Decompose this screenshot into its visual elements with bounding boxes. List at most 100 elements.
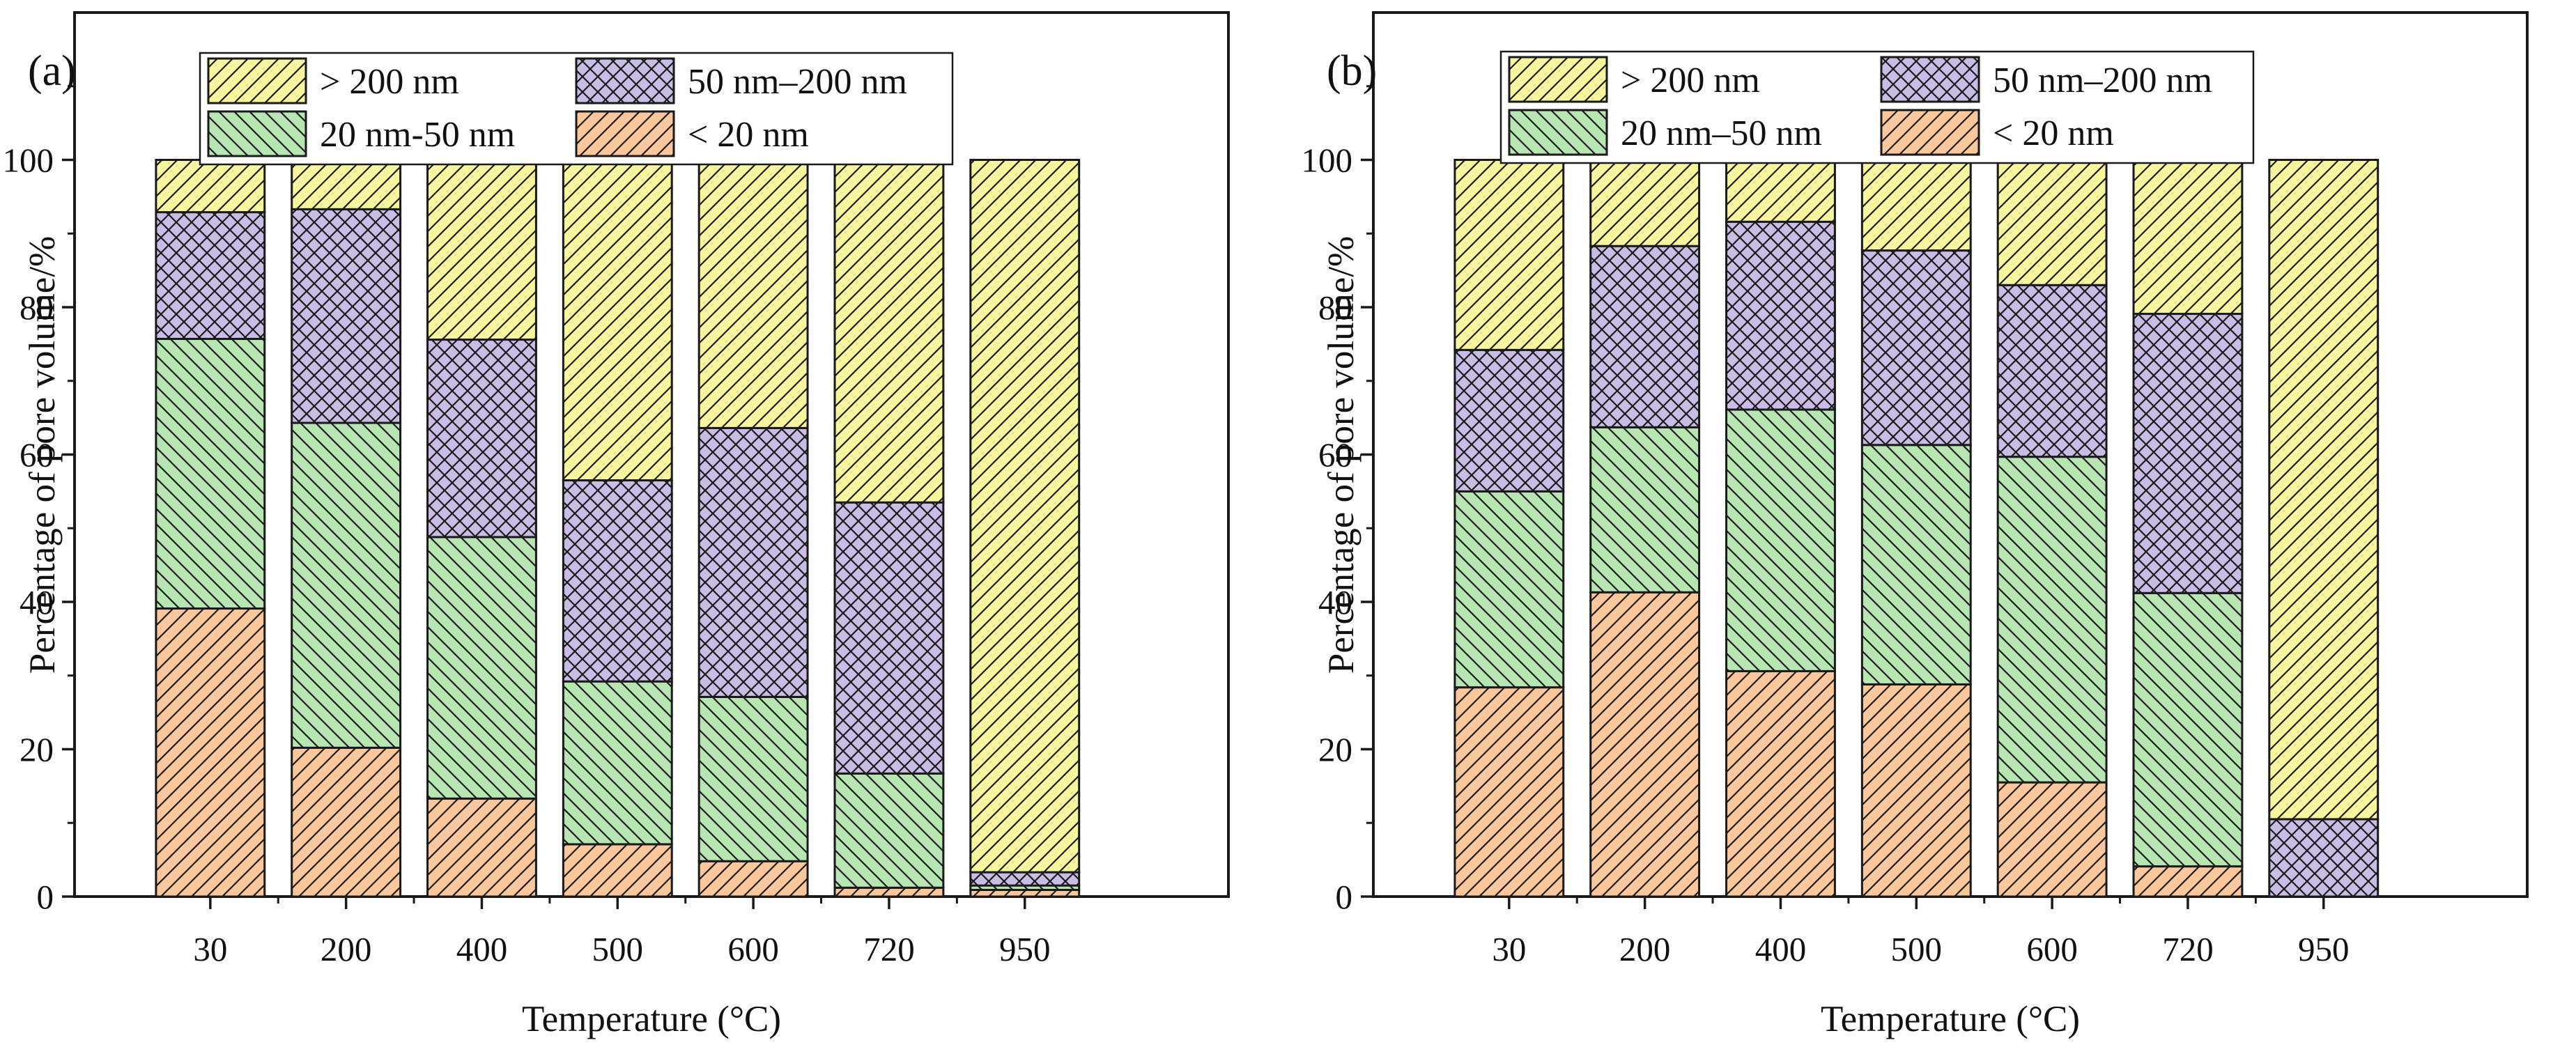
bar-segment xyxy=(697,695,809,862)
bar-segment xyxy=(426,339,537,538)
legend-swatch xyxy=(1880,109,1980,156)
bar-segment xyxy=(1860,683,1972,898)
bar-segment xyxy=(426,797,537,898)
bar-segment xyxy=(2132,313,2244,594)
bar-segment xyxy=(291,746,402,898)
bar-segment xyxy=(833,886,945,898)
legend-label: > 200 nm xyxy=(320,62,459,102)
y-tick-label: 80 xyxy=(20,288,54,327)
bar-segment xyxy=(697,159,809,429)
legend-label: 50 nm–200 nm xyxy=(1993,61,2212,100)
bar-segment xyxy=(1725,220,1836,411)
x-tick-label: 950 xyxy=(999,930,1051,968)
legend-label: > 200 nm xyxy=(1621,61,1760,100)
x-axis-label: Temperature (°C) xyxy=(1821,999,2080,1039)
y-tick-label: 80 xyxy=(1318,288,1352,327)
y-tick-label: 40 xyxy=(1318,583,1352,621)
bar-segment xyxy=(1996,781,2108,898)
bar-segment xyxy=(1725,669,1836,898)
x-tick-label: 600 xyxy=(727,930,779,968)
bar-segment xyxy=(562,159,673,482)
bar-segment xyxy=(833,772,945,889)
y-tick-label: 20 xyxy=(1318,731,1352,769)
bar-segment xyxy=(697,426,809,698)
bar-segment xyxy=(1860,249,1972,447)
y-axis-label: Percentage of pore volume/% xyxy=(1321,236,1362,674)
bar-segment xyxy=(1996,159,2108,286)
x-tick-label: 500 xyxy=(1891,930,1943,968)
y-tick-label: 100 xyxy=(1302,141,1353,180)
bar-segment xyxy=(1996,284,2108,458)
legend-label: 50 nm–200 nm xyxy=(688,62,907,102)
x-tick-label: 500 xyxy=(592,930,644,968)
y-tick-label: 20 xyxy=(20,731,54,769)
bar-segment xyxy=(1589,591,1701,898)
legend-swatch xyxy=(1880,56,1980,103)
legend-swatch xyxy=(207,110,307,157)
x-tick-label: 600 xyxy=(2026,930,2078,968)
bar-segment xyxy=(426,159,537,341)
panel-b: 0 20 40 60 80 100 30 200 400 500 600 720 950 (b) Perce… xyxy=(1302,11,2529,1039)
bar-segment xyxy=(291,208,402,424)
x-tick-label: 200 xyxy=(1619,930,1671,968)
bar-segment xyxy=(1589,159,1701,247)
bar-segment xyxy=(1860,159,1972,252)
legend-label: < 20 nm xyxy=(688,115,809,155)
bar-segment xyxy=(1453,686,1565,898)
bar-segment xyxy=(969,871,1081,887)
panel-a: 0 20 40 60 80 100 30 200 400 500 600 720 950 (a) Perce… xyxy=(3,11,1230,1039)
bar-segment xyxy=(2268,159,2380,821)
y-tick-label: 100 xyxy=(3,141,54,180)
x-axis-label: Temperature (°C) xyxy=(522,999,781,1039)
bar-segment xyxy=(426,536,537,800)
legend-label: < 20 nm xyxy=(1993,114,2114,153)
legend-swatch xyxy=(575,57,675,104)
y-tick-label: 40 xyxy=(20,583,54,621)
bar-segment xyxy=(1453,348,1565,493)
legend-swatch xyxy=(207,57,307,104)
legend-swatch xyxy=(1508,109,1608,156)
x-tick-label: 950 xyxy=(2298,930,2350,968)
legend-label: 20 nm–50 nm xyxy=(1621,114,1822,153)
bar-segment xyxy=(562,479,673,683)
bar-segment xyxy=(2132,591,2244,868)
bar-segment xyxy=(562,680,673,846)
x-tick-label: 720 xyxy=(863,930,915,968)
y-tick-label: 60 xyxy=(1318,436,1352,474)
bar-segment xyxy=(969,159,1081,874)
bar-segment xyxy=(1589,245,1701,428)
bar-segment xyxy=(697,860,809,898)
bar-segment xyxy=(2132,159,2244,316)
bar-segment xyxy=(1725,408,1836,672)
bar-segment xyxy=(155,607,266,898)
bar-segment xyxy=(562,843,673,898)
legend-swatch xyxy=(575,110,675,157)
bar-segment xyxy=(155,337,266,610)
panel-label: (b) xyxy=(1327,47,1377,95)
legend-box xyxy=(1499,50,2255,164)
y-tick-label: 0 xyxy=(1336,878,1353,916)
bar-segment xyxy=(1453,490,1565,689)
x-tick-label: 400 xyxy=(1755,930,1807,968)
bar-segment xyxy=(1860,444,1972,685)
x-tick-label: 200 xyxy=(321,930,372,968)
bar-segment xyxy=(2132,865,2244,898)
bar-segment xyxy=(155,159,266,214)
x-tick-label: 30 xyxy=(193,930,227,968)
x-tick-label: 30 xyxy=(1492,930,1526,968)
y-tick-label: 0 xyxy=(37,878,54,916)
bar-segment xyxy=(2268,818,2380,898)
bar-segment xyxy=(1453,159,1565,351)
y-tick-label: 60 xyxy=(20,436,54,474)
panel-label: (a) xyxy=(28,47,76,95)
x-tick-label: 720 xyxy=(2162,930,2214,968)
x-tick-label: 400 xyxy=(456,930,508,968)
bar-segment xyxy=(833,159,945,504)
legend-swatch xyxy=(1508,56,1608,103)
bar-segment xyxy=(1589,426,1701,594)
bar-segment xyxy=(1725,159,1836,223)
bar-segment xyxy=(833,501,945,775)
bar-segment xyxy=(291,421,402,749)
bar-segment xyxy=(155,211,266,340)
